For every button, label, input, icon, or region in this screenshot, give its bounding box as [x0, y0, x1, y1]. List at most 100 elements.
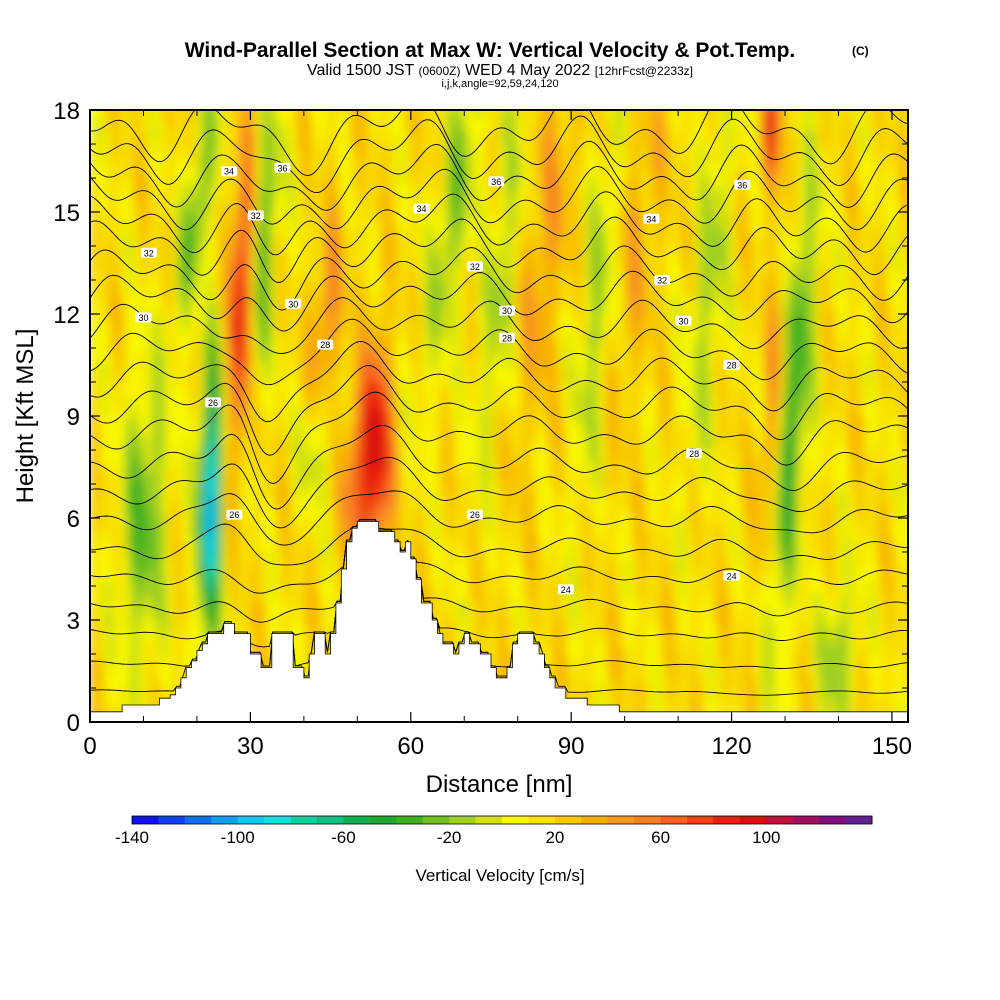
- velocity-cell: [111, 334, 117, 342]
- velocity-cell: [145, 184, 151, 193]
- velocity-cell: [107, 191, 113, 200]
- velocity-cell: [115, 497, 121, 506]
- velocity-cell: [102, 300, 108, 308]
- velocity-cell: [158, 654, 164, 662]
- velocity-cell: [145, 232, 151, 240]
- velocity-cell: [145, 524, 151, 533]
- velocity-cell: [111, 660, 117, 669]
- velocity-cell: [124, 416, 130, 424]
- velocity-cell: [119, 456, 125, 465]
- velocity-cell: [94, 354, 100, 363]
- velocity-cell: [124, 565, 130, 574]
- velocity-cell: [107, 341, 113, 349]
- velocity-cell: [162, 545, 168, 553]
- velocity-cell: [102, 150, 108, 159]
- velocity-cell: [132, 552, 138, 560]
- velocity-cell: [111, 409, 117, 417]
- velocity-cell: [115, 341, 121, 349]
- velocity-cell: [145, 239, 151, 247]
- velocity-cell: [107, 402, 113, 410]
- velocity-cell: [115, 286, 121, 295]
- velocity-cell: [98, 422, 104, 431]
- velocity-cell: [119, 524, 125, 533]
- velocity-cell: [124, 572, 130, 580]
- velocity-cell: [149, 606, 155, 614]
- velocity-cell: [154, 674, 160, 682]
- velocity-cell: [162, 409, 168, 417]
- velocity-cell: [137, 286, 143, 295]
- velocity-cell: [94, 246, 100, 254]
- velocity-cell: [158, 592, 164, 601]
- velocity-cell: [132, 477, 138, 485]
- velocity-cell: [149, 320, 155, 329]
- velocity-cell: [115, 157, 121, 166]
- velocity-cell: [115, 552, 121, 560]
- velocity-cell: [111, 667, 117, 676]
- velocity-cell: [158, 191, 164, 200]
- velocity-cell: [149, 490, 155, 499]
- velocity-cell: [115, 477, 121, 485]
- velocity-cell: [111, 620, 117, 628]
- velocity-cell: [94, 422, 100, 431]
- velocity-cell: [115, 579, 121, 587]
- velocity-cell: [119, 157, 125, 166]
- velocity-cell: [132, 667, 138, 676]
- velocity-cell: [102, 184, 108, 193]
- velocity-cell: [162, 633, 168, 642]
- velocity-cell: [145, 225, 151, 234]
- velocity-cell: [111, 599, 117, 608]
- velocity-cell: [145, 572, 151, 580]
- velocity-cell: [90, 218, 96, 227]
- velocity-cell: [124, 470, 130, 478]
- velocity-cell: [162, 606, 168, 614]
- velocity-cell: [158, 402, 164, 410]
- velocity-cell: [162, 518, 168, 526]
- velocity-cell: [141, 402, 147, 410]
- velocity-cell: [137, 504, 143, 512]
- velocity-cell: [137, 198, 143, 206]
- velocity-cell: [154, 361, 160, 370]
- velocity-cell: [94, 314, 100, 322]
- velocity-cell: [154, 443, 160, 451]
- velocity-cell: [98, 647, 104, 655]
- velocity-cell: [137, 348, 143, 356]
- velocity-cell: [154, 463, 160, 472]
- velocity-cell: [94, 293, 100, 302]
- velocity-cell: [132, 599, 138, 608]
- velocity-cell: [115, 212, 121, 220]
- velocity-cell: [128, 116, 134, 125]
- velocity-cell: [158, 354, 164, 363]
- velocity-cell: [124, 429, 130, 438]
- velocity-cell: [119, 531, 125, 540]
- velocity-cell: [94, 130, 100, 138]
- velocity-cell: [102, 130, 108, 138]
- velocity-cell: [111, 375, 117, 383]
- velocity-cell: [124, 484, 130, 492]
- velocity-cell: [132, 470, 138, 478]
- velocity-cell: [90, 178, 96, 186]
- velocity-cell: [141, 184, 147, 193]
- velocity-cell: [162, 354, 168, 363]
- velocity-cell: [149, 681, 155, 689]
- velocity-cell: [124, 402, 130, 410]
- velocity-cell: [141, 620, 147, 628]
- velocity-cell: [149, 273, 155, 281]
- velocity-cell: [158, 334, 164, 342]
- velocity-cell: [128, 314, 134, 322]
- velocity-cell: [98, 688, 104, 696]
- velocity-cell: [124, 116, 130, 125]
- velocity-cell: [90, 688, 96, 696]
- velocity-cell: [141, 667, 147, 676]
- velocity-cell: [115, 654, 121, 662]
- velocity-cell: [162, 572, 168, 580]
- velocity-cell: [162, 579, 168, 587]
- velocity-cell: [90, 518, 96, 526]
- velocity-cell: [90, 409, 96, 417]
- velocity-cell: [94, 681, 100, 689]
- velocity-cell: [137, 565, 143, 574]
- velocity-cell: [128, 626, 134, 635]
- velocity-cell: [119, 633, 125, 642]
- velocity-cell: [115, 674, 121, 682]
- velocity-cell: [119, 252, 125, 261]
- velocity-cell: [98, 252, 104, 261]
